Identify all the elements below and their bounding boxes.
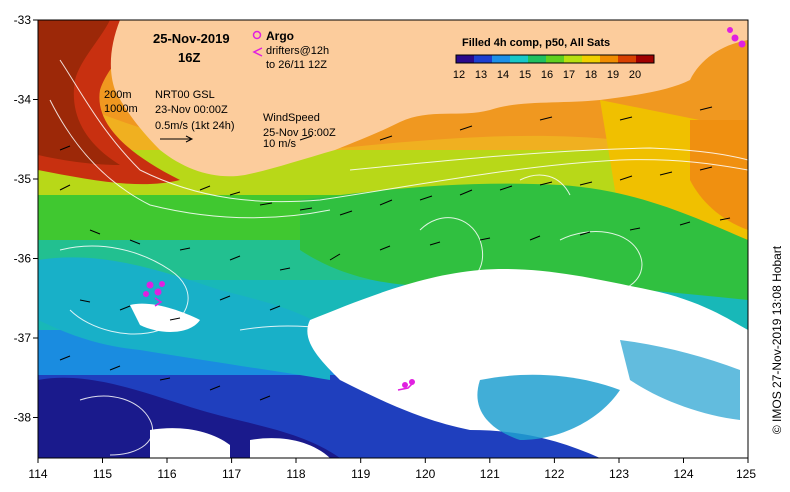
colorbar-tick: 19 [607, 69, 619, 81]
colorbar-swatch [636, 55, 655, 63]
credit-text: © IMOS 27-Nov-2019 13:08 Hobart [770, 245, 784, 434]
colorbar-tick: 14 [497, 69, 509, 81]
colorbar-tick: 17 [563, 69, 575, 81]
y-tick-label: -36 [14, 252, 32, 266]
drifter-marker-icon [252, 47, 263, 57]
plot-frame [37, 19, 749, 459]
x-tick-label: 118 [286, 467, 305, 481]
depth-contours [49, 59, 748, 458]
currents-source: NRT00 GSL [155, 89, 215, 101]
colorbar-swatch [456, 55, 475, 63]
x-axis: 114 115 116 117 118 119 120 121 122 123 … [28, 458, 756, 481]
y-tick-label: -34 [14, 93, 32, 107]
y-axis: -33 -34 -35 -36 -37 -38 [14, 13, 38, 425]
colorbar-tick: 12 [453, 69, 465, 81]
drifters-to-label: to 26/11 12Z [266, 59, 327, 71]
x-tick-label: 121 [480, 467, 500, 481]
colorbar-title: Filled 4h comp, p50, All Sats [462, 37, 610, 49]
colorbar-frame [455, 54, 655, 64]
currents-date: 23-Nov 00:00Z [155, 104, 228, 116]
x-tick-label: 125 [736, 467, 756, 481]
x-tick-label: 122 [544, 467, 564, 481]
argo-drifters [143, 27, 746, 391]
contour-200m-label: 200m [104, 89, 132, 101]
x-tick-label: 114 [28, 467, 47, 481]
x-tick-label: 124 [673, 467, 693, 481]
x-tick-label: 123 [609, 467, 629, 481]
colorbar-swatch [492, 55, 511, 63]
colorbar-tick: 15 [519, 69, 531, 81]
contour-1000m-label: 1000m [104, 103, 138, 115]
argo-marker-icon [252, 30, 262, 40]
colorbar-swatch [510, 55, 529, 63]
colorbar-tick: 16 [541, 69, 553, 81]
colorbar [455, 54, 655, 64]
colorbar-swatch [618, 55, 637, 63]
y-tick-label: -33 [14, 13, 32, 27]
colorbar-swatch [546, 55, 565, 63]
y-tick-label: -38 [14, 411, 32, 425]
map-hour: 16Z [178, 50, 200, 65]
drifters-label: drifters@12h [266, 45, 329, 57]
y-tick-label: -37 [14, 331, 32, 345]
colorbar-swatch [474, 55, 493, 63]
wind-scale: 10 m/s [263, 138, 297, 150]
argo-label: Argo [266, 29, 294, 43]
y-tick-label: -35 [14, 172, 32, 186]
map-date: 25-Nov-2019 [153, 31, 230, 46]
colorbar-tick: 20 [629, 69, 641, 81]
colorbar-swatch [564, 55, 583, 63]
colorbar-swatch [582, 55, 601, 63]
x-tick-label: 119 [351, 467, 370, 481]
sst-field [38, 20, 748, 458]
x-tick-label: 117 [222, 467, 241, 481]
colorbar-tick: 13 [475, 69, 487, 81]
wind-label: WindSpeed [263, 112, 320, 124]
currents-scale: 0.5m/s (1kt 24h) [155, 120, 234, 132]
wind-date: 25-Nov 16:00Z [263, 127, 336, 139]
colorbar-ticks: 12 13 14 15 16 17 18 19 20 [453, 69, 641, 81]
colorbar-swatch [528, 55, 547, 63]
x-tick-label: 120 [415, 467, 435, 481]
colorbar-swatch [600, 55, 619, 63]
current-vectors [59, 106, 731, 401]
x-tick-label: 116 [157, 467, 176, 481]
colorbar-tick: 18 [585, 69, 597, 81]
current-scale-arrow-icon [160, 135, 194, 143]
x-tick-label: 115 [93, 467, 112, 481]
